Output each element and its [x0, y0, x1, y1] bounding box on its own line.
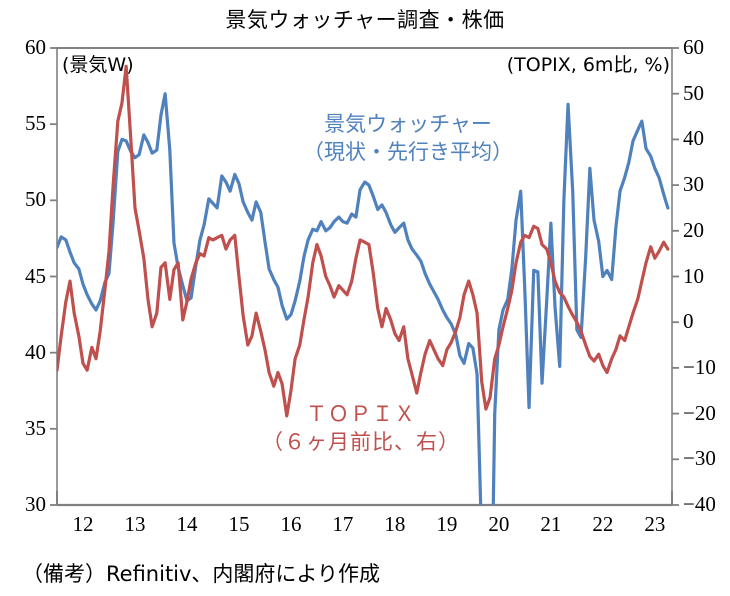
- line-keiki-watcher: [57, 92, 670, 505]
- right-axis-tick-20: 20: [683, 217, 704, 242]
- series-lines: [57, 64, 670, 505]
- left-axis-tick-60: 60: [25, 35, 46, 59]
- right-axis-tick-0: 0: [683, 309, 694, 334]
- right-axis-tick--20: −20: [683, 400, 716, 425]
- x-axis-tick-16: 16: [280, 512, 302, 536]
- left-axis-unit-label: (景気W): [62, 54, 134, 76]
- right-axis-tick-10: 10: [683, 263, 704, 288]
- x-axis-tick-18: 18: [384, 512, 406, 536]
- axes-frame: [50, 47, 679, 507]
- x-axis-tick-19: 19: [436, 512, 458, 536]
- left-axis-tick-35: 35: [25, 415, 46, 440]
- left-axis-tick-55: 55: [25, 111, 46, 136]
- series-label-keiki-watcher-line2: （現状・先行き平均）: [303, 140, 513, 165]
- left-axis-tick-45: 45: [25, 263, 46, 288]
- right-axis-tick-50: 50: [683, 80, 704, 105]
- left-axis-tick-40: 40: [25, 339, 46, 364]
- x-axis-tick-13: 13: [124, 512, 146, 536]
- series-label-topix-line1: ＴＯＰＩＸ: [306, 402, 416, 426]
- series-label-topix-line2: （６ヶ月前比、右）: [262, 430, 460, 455]
- page-title: 景気ウォッチャー調査・株価: [225, 8, 505, 32]
- series-label-keiki-watcher: 景気ウォッチャー （現状・先行き平均）: [303, 110, 513, 167]
- x-axis-tick-22: 22: [592, 512, 614, 536]
- right-axis-tick-60: 60: [683, 35, 704, 59]
- left-axis-tick-50: 50: [25, 187, 46, 212]
- right-axis-tick-40: 40: [683, 126, 704, 151]
- line-topix: [57, 64, 670, 418]
- series-label-keiki-watcher-line1: 景気ウォッチャー: [324, 112, 492, 136]
- right-axis-tick-30: 30: [683, 172, 704, 197]
- x-axis-tick-23: 23: [644, 512, 666, 536]
- x-axis-tick-12: 12: [72, 512, 94, 536]
- x-axis-tick-14: 14: [176, 512, 198, 536]
- x-axis-tick-21: 21: [540, 512, 562, 536]
- left-axis-tick-30: 30: [25, 492, 46, 516]
- right-axis-tick--40: −40: [683, 492, 716, 516]
- series-label-topix: ＴＯＰＩＸ （６ヶ月前比、右）: [262, 400, 460, 457]
- x-axis-tick-17: 17: [332, 512, 354, 536]
- right-axis-tick--10: −10: [683, 354, 716, 379]
- right-axis-tick--30: −30: [683, 446, 716, 471]
- x-axis-tick-15: 15: [228, 512, 250, 536]
- footnote: （備考）Refinitiv、内閣府により作成: [22, 562, 381, 586]
- x-axis-tick-20: 20: [488, 512, 510, 536]
- right-axis-unit-label: (TOPIX, 6m比, %): [506, 54, 670, 76]
